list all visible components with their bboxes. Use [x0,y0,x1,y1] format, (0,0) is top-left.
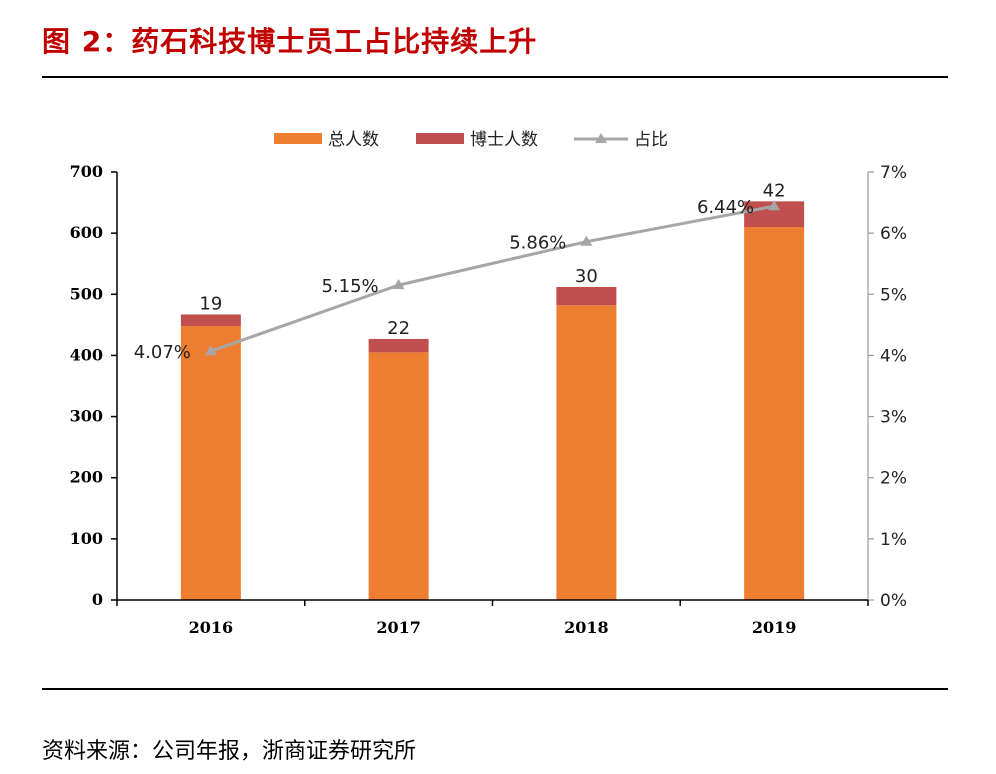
bar-total-2019 [744,227,805,600]
ratio-label-2019: 6.44% [697,197,754,218]
bar-total-2016 [180,326,241,600]
x-tick-label-2019: 2019 [752,618,797,637]
y-right-tick-label: 5% [880,285,907,305]
phd-count-label-2016: 19 [199,293,222,314]
data-labels: 19 22 30 42 4.07% 5.15% 5.86% 6.44% [134,180,786,363]
y-right-tick-label: 7% [880,163,907,183]
y-right-tick-label: 6% [880,224,907,244]
y-right-tick-label: 2% [880,469,907,489]
phd-count-label-2018: 30 [575,266,598,287]
phd-count-label-2019: 42 [763,180,786,201]
figure-title: 图 2：药石科技博士员工占比持续上升 [42,25,538,58]
bar-phd-2017 [368,338,429,353]
ratio-label-2016: 4.07% [134,342,191,363]
ratio-line [210,204,775,353]
legend-label-ratio: 占比 [634,130,668,150]
ratio-point-2016 [204,345,217,356]
ratio-line-series [204,200,781,356]
y-right-tick-label: 0% [880,591,907,611]
bottom-rule [42,688,948,690]
phd-count-label-2017: 22 [387,318,410,339]
bar-phd-2016 [180,314,241,327]
bar-phd-2018 [556,286,617,306]
y-left-tick-label: 300 [70,407,103,426]
legend-swatch-phd [416,133,464,144]
y-left-tick-label: 700 [70,162,103,181]
legend-label-total: 总人数 [328,130,379,150]
ratio-label-2017: 5.15% [321,276,378,297]
legend-label-phd: 博士人数 [470,130,538,150]
y-left-tick-label: 0 [92,590,103,609]
y-left-tick-label: 100 [70,529,103,548]
source-note: 资料来源：公司年报，浙商证券研究所 [42,739,417,764]
legend-swatch-total [274,133,322,144]
y-left-tick-label: 200 [70,468,103,487]
stacked-bar-line-chart: 总人数 博士人数 占比 0 100 200 300 400 500 600 700 0% 1% 2% 3%… [70,130,907,637]
ratio-point-2018 [580,235,593,246]
x-tick-label-2018: 2018 [564,618,609,637]
y-left-tick-label: 600 [70,223,103,242]
ratio-label-2018: 5.86% [509,233,566,254]
bar-total-2017 [368,352,429,600]
y-right-tick-label: 4% [880,346,907,366]
chart-legend: 总人数 博士人数 占比 [274,130,668,150]
y-right-tick-label: 3% [880,408,907,428]
x-tick-label-2016: 2016 [189,618,234,637]
top-rule [42,76,948,78]
y-left-tick-label: 500 [70,284,103,303]
x-tick-label-2017: 2017 [376,618,421,637]
bar-series [180,201,805,600]
ratio-point-2017 [392,279,405,290]
y-left-tick-label: 400 [70,345,103,364]
y-right-tick-label: 1% [880,530,907,550]
chart-axes: 0 100 200 300 400 500 600 700 0% 1% 2% 3% 4% 5% 6% 7% 20… [70,162,907,637]
bar-total-2018 [556,305,617,600]
legend-marker-ratio [595,133,607,143]
ratio-point-2019 [768,200,781,211]
